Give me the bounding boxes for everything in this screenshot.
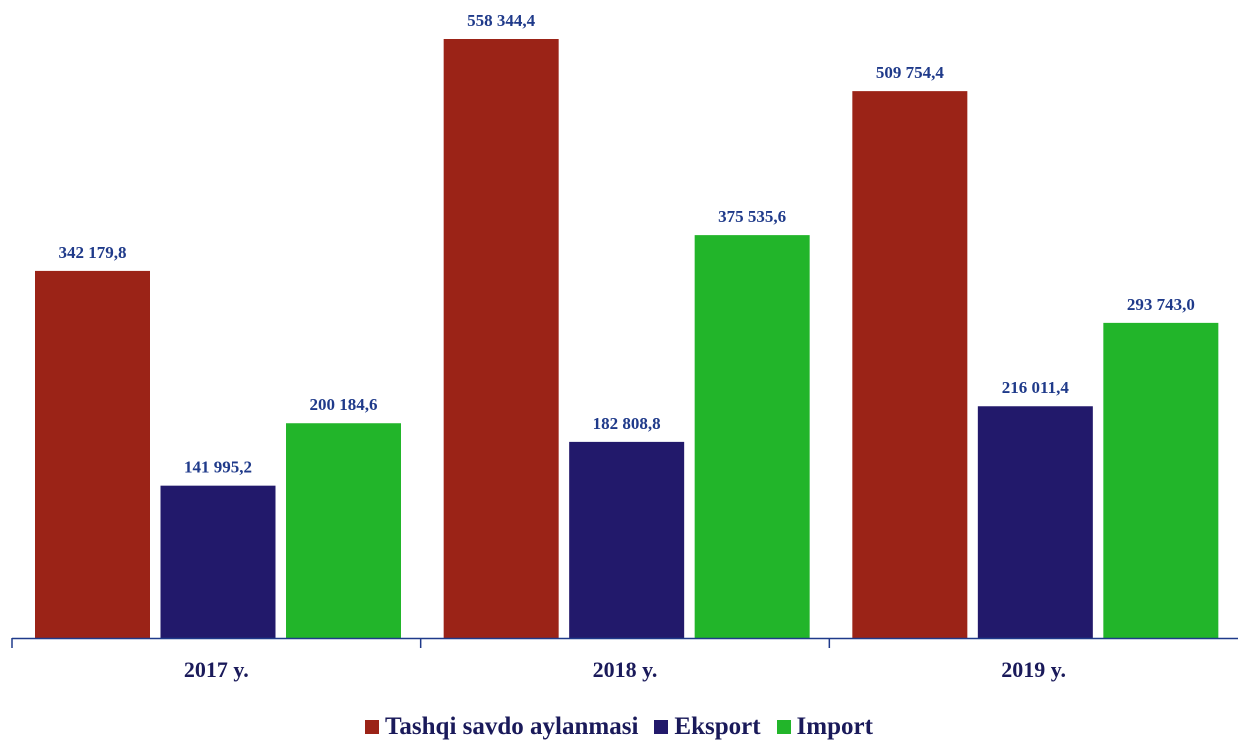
legend-item: Import	[776, 713, 873, 741]
legend-label: Eksport	[674, 713, 761, 740]
x-tick-label: 2019 y.	[1001, 657, 1066, 682]
value-label: 182 808,8	[593, 414, 661, 433]
legend: Tashqi savdo aylanmasi Eksport Import	[0, 712, 1238, 742]
legend-swatch	[776, 720, 791, 734]
value-label: 200 184,6	[310, 395, 378, 414]
x-tick-label: 2017 y.	[184, 657, 249, 682]
legend-item: Eksport	[654, 713, 761, 741]
legend-swatch	[654, 720, 669, 734]
value-label: 509 754,4	[876, 63, 945, 82]
bar	[694, 235, 810, 638]
bar	[160, 485, 276, 638]
x-tick-label: 2018 y.	[593, 657, 658, 682]
bar	[977, 406, 1093, 638]
bar	[852, 91, 968, 639]
value-label: 141 995,2	[184, 458, 252, 477]
legend-swatch	[365, 720, 380, 734]
bar	[1103, 322, 1219, 638]
value-label: 558 344,4	[467, 11, 536, 30]
legend-item: Tashqi savdo aylanmasi	[365, 713, 638, 741]
bar	[35, 270, 150, 638]
value-label: 342 179,8	[59, 243, 127, 262]
legend-label: Tashqi savdo aylanmasi	[385, 713, 639, 740]
value-label: 375 535,6	[718, 207, 786, 226]
bar	[569, 441, 685, 638]
chart: 342 179,8 141 995,2 200 184,6 2017 y. 558 34…	[11, 11, 1238, 682]
legend-label: Import	[796, 713, 873, 740]
value-label: 216 011,4	[1002, 378, 1070, 397]
bar	[443, 39, 559, 638]
bar	[286, 423, 401, 638]
value-label: 293 743,0	[1127, 295, 1195, 314]
